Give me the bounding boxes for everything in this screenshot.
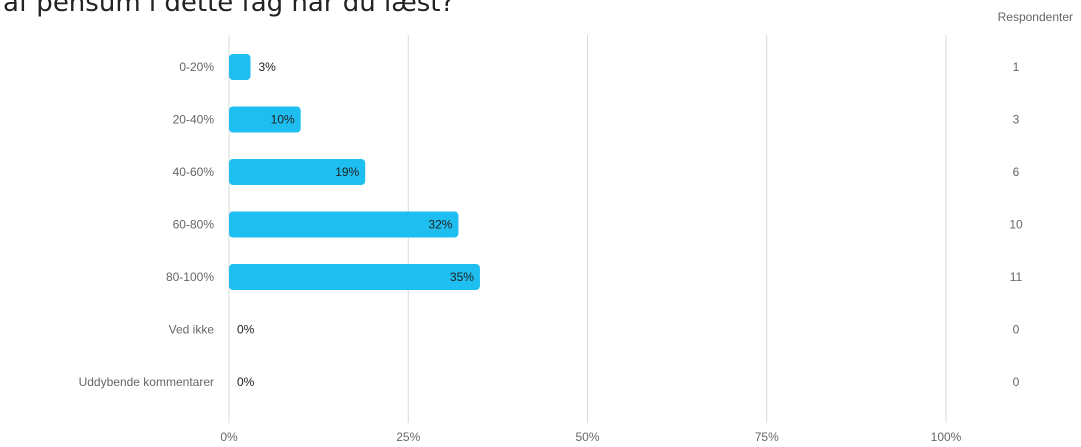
respondents-header: Respondenter xyxy=(997,10,1073,24)
bar xyxy=(229,54,251,80)
x-tick-label: 100% xyxy=(931,430,962,444)
category-label: 80-100% xyxy=(166,270,214,284)
bar xyxy=(229,264,480,290)
bar xyxy=(229,106,301,133)
x-tick-label: 25% xyxy=(396,430,420,444)
bar-value-label: 3% xyxy=(259,60,277,74)
bar-layer xyxy=(229,54,480,290)
bar-value-label: 32% xyxy=(428,218,452,232)
respondent-count: 0 xyxy=(1013,323,1020,337)
respondent-count: 1 xyxy=(1013,60,1020,74)
category-label: 20-40% xyxy=(173,113,215,127)
bar-value-label: 0% xyxy=(237,323,255,337)
respondent-count: 6 xyxy=(1013,165,1020,179)
label-layer: 0% 25% 50% 75% 100%0-20% 3% 120-40% 10% 340-60% 1… xyxy=(79,60,1023,444)
category-label: 0-20% xyxy=(179,60,214,74)
respondent-count: 10 xyxy=(1009,218,1023,232)
category-label: 40-60% xyxy=(173,165,215,179)
category-label: Uddybende kommentarer xyxy=(79,375,214,389)
x-tick-label: 0% xyxy=(220,430,238,444)
bar xyxy=(229,211,459,238)
bar-value-label: 35% xyxy=(450,270,474,284)
bar-value-label: 0% xyxy=(237,375,255,389)
respondent-count: 11 xyxy=(1010,270,1023,284)
question-title: get af pensum i dette fag har du læst? xyxy=(0,0,455,18)
category-label: 60-80% xyxy=(173,218,215,232)
respondent-count: 0 xyxy=(1013,375,1020,389)
bar-value-label: 19% xyxy=(335,165,359,179)
x-tick-label: 75% xyxy=(755,430,779,444)
category-label: Ved ikke xyxy=(169,323,215,337)
x-tick-label: 50% xyxy=(575,430,599,444)
respondent-count: 3 xyxy=(1013,113,1020,127)
bar xyxy=(229,159,366,185)
bar-value-label: 10% xyxy=(271,113,295,127)
